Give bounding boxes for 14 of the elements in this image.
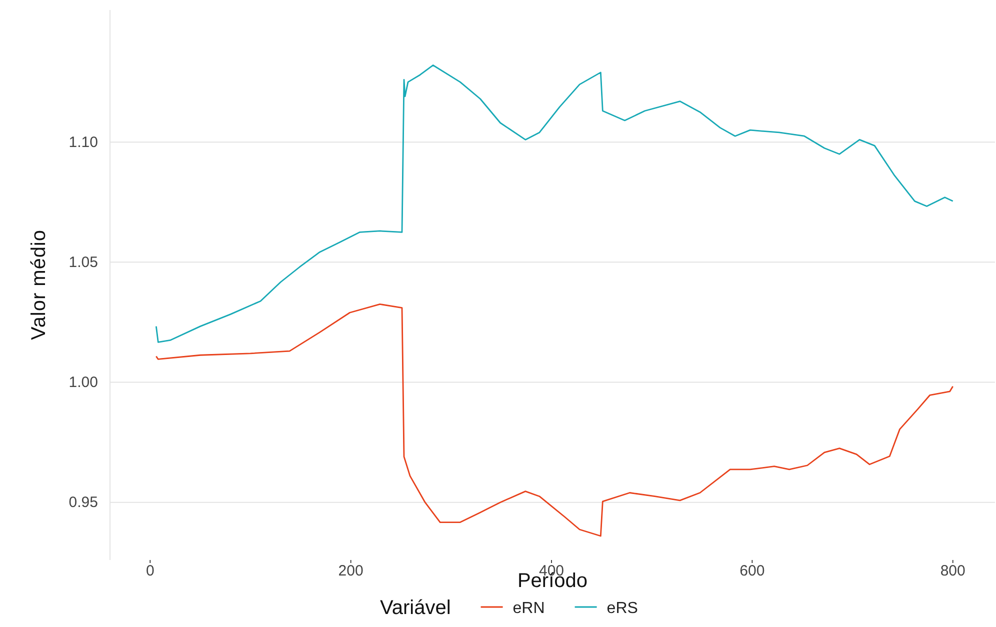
x-tick-label: 200	[338, 562, 364, 580]
y-axis-title: Valor médio	[28, 230, 50, 340]
x-tick-label: 600	[740, 562, 765, 580]
x-tick-label: 800	[940, 562, 966, 580]
line-series	[155, 304, 954, 537]
legend-label: eRN	[512, 600, 545, 617]
line-series	[155, 64, 954, 343]
y-tick-label: 1.10	[68, 134, 98, 151]
y-tick-label: 1.05	[68, 254, 98, 271]
x-tick-label: 0	[146, 562, 154, 580]
legend-title: Variável	[380, 597, 451, 619]
y-tick-label: 1.00	[68, 374, 98, 392]
y-tick-label: 0.95	[68, 494, 98, 512]
legend-label: eRS	[606, 600, 638, 617]
